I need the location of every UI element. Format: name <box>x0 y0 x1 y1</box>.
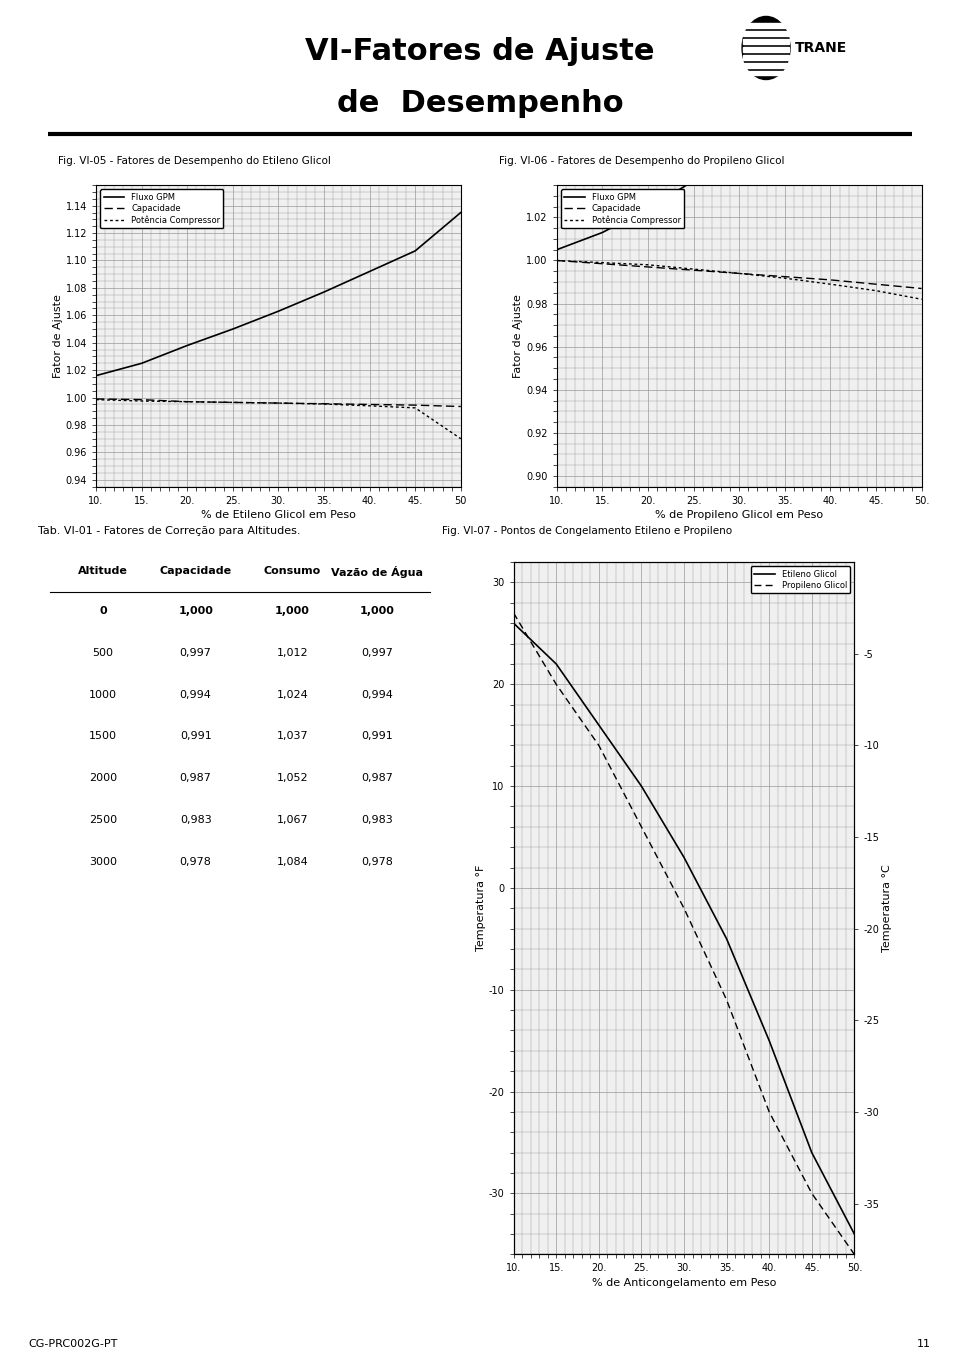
Text: Vazão de Água: Vazão de Água <box>331 566 423 579</box>
Text: 1000: 1000 <box>89 690 117 699</box>
Text: 0,994: 0,994 <box>180 690 211 699</box>
Text: 500: 500 <box>92 648 113 658</box>
Text: Fig. VI-05 - Fatores de Desempenho do Etileno Glicol: Fig. VI-05 - Fatores de Desempenho do Et… <box>58 156 330 166</box>
X-axis label: % de Etileno Glicol em Peso: % de Etileno Glicol em Peso <box>201 510 356 520</box>
Text: 0,987: 0,987 <box>180 773 211 783</box>
Text: CG-PRC002G-PT: CG-PRC002G-PT <box>29 1338 118 1349</box>
Text: 0,978: 0,978 <box>180 857 211 866</box>
Text: 0,987: 0,987 <box>361 773 393 783</box>
Text: 1500: 1500 <box>89 732 117 742</box>
Text: 0: 0 <box>99 606 107 616</box>
Legend: Fluxo GPM, Capacidade, Potência Compressor: Fluxo GPM, Capacidade, Potência Compress… <box>561 189 684 229</box>
Text: 1,024: 1,024 <box>276 690 308 699</box>
Text: TRANE: TRANE <box>795 41 847 55</box>
Text: 0,991: 0,991 <box>180 732 211 742</box>
Bar <box>743 55 789 59</box>
Y-axis label: Temperatura °F: Temperatura °F <box>476 865 486 951</box>
Text: 11: 11 <box>917 1338 931 1349</box>
Text: 0,997: 0,997 <box>361 648 393 658</box>
Text: 0,991: 0,991 <box>361 732 393 742</box>
Text: 0,997: 0,997 <box>180 648 211 658</box>
Y-axis label: Temperatura °C: Temperatura °C <box>882 864 892 953</box>
Bar <box>743 23 789 29</box>
Text: Tab. VI-01 - Fatores de Correção para Altitudes.: Tab. VI-01 - Fatores de Correção para Al… <box>38 526 300 536</box>
Text: 3000: 3000 <box>89 857 117 866</box>
Text: 1,000: 1,000 <box>360 606 395 616</box>
Y-axis label: Fator de Ajuste: Fator de Ajuste <box>53 293 62 378</box>
Text: 1,067: 1,067 <box>276 814 308 825</box>
X-axis label: % de Anticongelamento em Peso: % de Anticongelamento em Peso <box>591 1278 777 1287</box>
Text: Fig. VI-07 - Pontos de Congelamento Etileno e Propileno: Fig. VI-07 - Pontos de Congelamento Etil… <box>442 526 732 536</box>
Text: Capacidade: Capacidade <box>159 566 231 576</box>
Text: 1,052: 1,052 <box>276 773 308 783</box>
Text: 1,084: 1,084 <box>276 857 308 866</box>
Bar <box>743 47 789 52</box>
Text: de  Desempenho: de Desempenho <box>337 89 623 118</box>
Bar <box>743 70 789 75</box>
Bar <box>743 32 789 36</box>
Text: 2000: 2000 <box>89 773 117 783</box>
Text: Fig. VI-06 - Fatores de Desempenho do Propileno Glicol: Fig. VI-06 - Fatores de Desempenho do Pr… <box>499 156 784 166</box>
Legend: Etileno Glicol, Propileno Glicol: Etileno Glicol, Propileno Glicol <box>751 566 851 594</box>
Text: Consumo: Consumo <box>264 566 321 576</box>
Legend: Fluxo GPM, Capacidade, Potência Compressor: Fluxo GPM, Capacidade, Potência Compress… <box>100 189 224 229</box>
Text: 0,978: 0,978 <box>361 857 393 866</box>
Ellipse shape <box>742 16 790 80</box>
Text: 1,000: 1,000 <box>275 606 310 616</box>
Text: 1,037: 1,037 <box>276 732 308 742</box>
Text: 1,000: 1,000 <box>179 606 213 616</box>
Text: VI-Fatores de Ajuste: VI-Fatores de Ajuste <box>305 37 655 66</box>
Text: 2500: 2500 <box>89 814 117 825</box>
Bar <box>743 63 789 67</box>
Text: Altitude: Altitude <box>78 566 128 576</box>
Bar <box>743 38 789 44</box>
Text: 1,012: 1,012 <box>276 648 308 658</box>
X-axis label: % de Propileno Glicol em Peso: % de Propileno Glicol em Peso <box>655 510 824 520</box>
Text: 0,983: 0,983 <box>180 814 211 825</box>
Text: 0,983: 0,983 <box>361 814 393 825</box>
Y-axis label: Fator de Ajuste: Fator de Ajuste <box>514 293 523 378</box>
Text: 0,994: 0,994 <box>361 690 393 699</box>
